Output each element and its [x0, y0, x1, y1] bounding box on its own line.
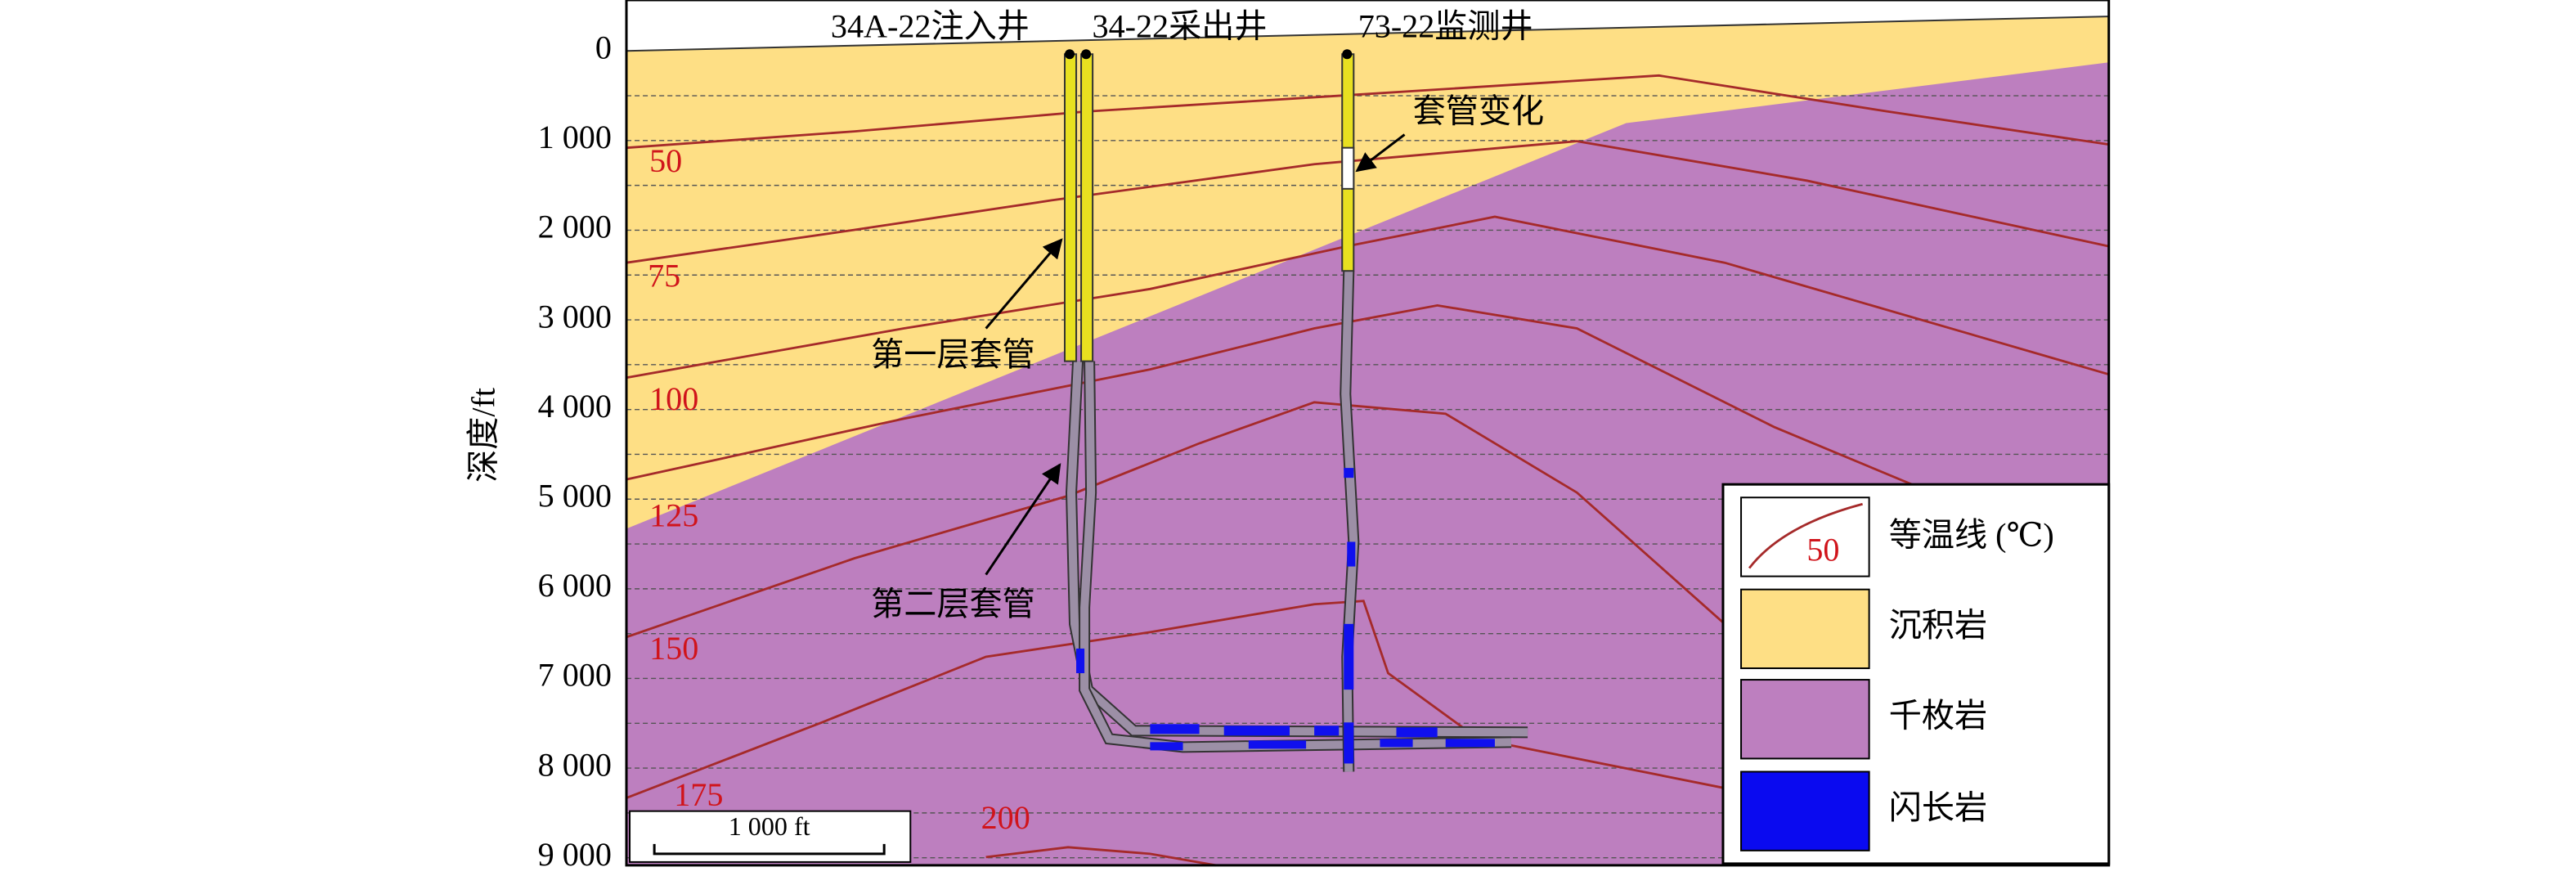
- legend-label: 等温线 (℃): [1889, 517, 2054, 554]
- y-tick-label: 4 000: [538, 388, 612, 425]
- legend: 50 等温线 (℃) 沉积岩 千枚岩 闪长岩: [1721, 483, 2111, 865]
- scale-label: 1 000 ft: [729, 811, 810, 841]
- isotherm-label: 75: [648, 257, 680, 294]
- y-tick-label: 0: [595, 29, 612, 65]
- isotherm-label: 125: [649, 497, 698, 534]
- isotherm-label: 175: [674, 776, 723, 813]
- wells: [1063, 49, 1528, 772]
- y-tick-label: 9 000: [538, 836, 612, 873]
- y-tick-label: 2 000: [538, 209, 612, 245]
- legend-label: 千枚岩: [1889, 697, 1987, 734]
- legend-label: 闪长岩: [1889, 789, 1987, 826]
- isotherm-label: 100: [649, 380, 698, 417]
- y-tick-label: 6 000: [538, 567, 612, 604]
- y-tick-label: 5 000: [538, 477, 612, 514]
- y-tick-label: 1 000: [538, 119, 612, 155]
- y-tick-label: 8 000: [538, 746, 612, 783]
- well-label: 34A-22注入井: [831, 7, 1030, 44]
- legend-label: 沉积岩: [1889, 607, 1987, 644]
- isotherm-label: 150: [649, 630, 698, 667]
- y-axis-title: 深度/ft: [465, 388, 502, 483]
- legend-sample: 50: [1806, 532, 1839, 568]
- y-tick-label: 3 000: [538, 298, 612, 335]
- annotation: 套管变化: [1413, 93, 1544, 130]
- isotherm-label: 200: [981, 799, 1030, 836]
- annotation: 第一层套管: [871, 336, 1035, 373]
- annotation: 第二层套管: [871, 586, 1035, 622]
- scale-bar: 1 000 ft: [629, 810, 912, 863]
- well-label: 73-22监测井: [1358, 7, 1533, 44]
- well-label: 34-22采出井: [1093, 7, 1268, 44]
- isotherm-label: 50: [649, 142, 682, 179]
- y-tick-label: 7 000: [538, 657, 612, 694]
